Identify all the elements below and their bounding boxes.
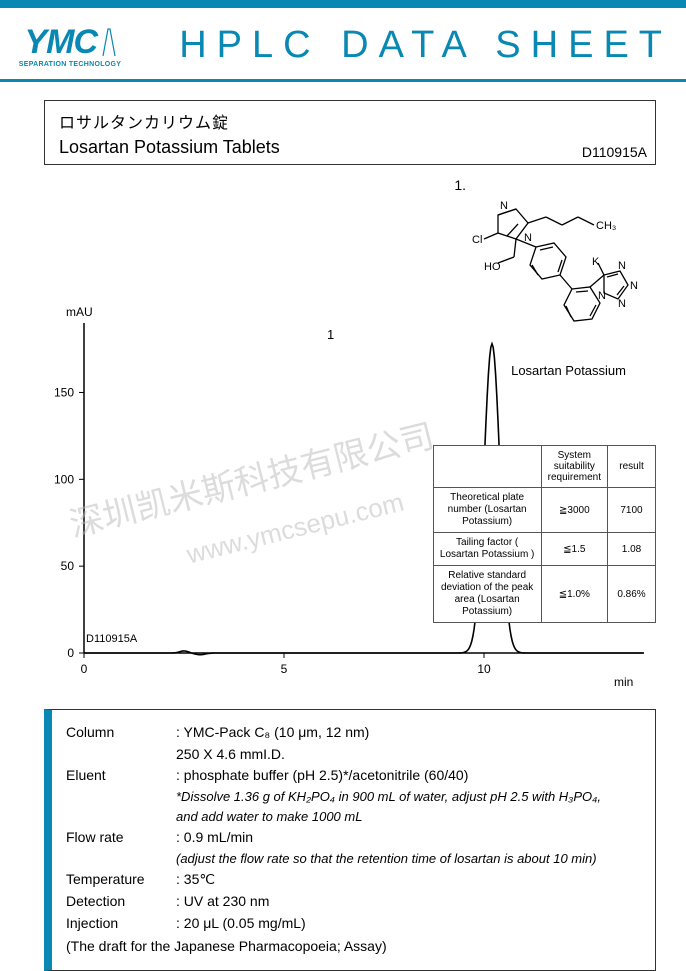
page-title: HPLC DATA SHEET [130, 24, 676, 67]
cond-note: *Dissolve 1.36 g of KH₂PO₄ in 900 mL of … [176, 787, 641, 807]
svg-text:0: 0 [81, 662, 88, 676]
cond-temperature: Temperature : 35℃ [66, 869, 641, 891]
cond-line: : YMC-Pack C₈ (10 μm, 12 nm) [176, 722, 641, 744]
logo: YMC [24, 23, 115, 59]
cond-label: Flow rate [66, 827, 176, 869]
table-row: Tailing factor ( Losartan Potassium ) ≦1… [433, 533, 655, 566]
svg-text:N: N [618, 260, 626, 272]
logo-block: YMC SEPARATION TECHNOLOGY [10, 23, 130, 68]
cond-line: 250 X 4.6 mmI.D. [176, 744, 641, 766]
conditions-box: Column : YMC-Pack C₈ (10 μm, 12 nm) 250 … [44, 709, 656, 971]
row-label: Theoretical plate number (Losartan Potas… [433, 488, 541, 533]
cond-footer: (The draft for the Japanese Pharmacopoei… [66, 936, 641, 958]
svg-text:0: 0 [67, 646, 74, 660]
header-blank [433, 446, 541, 488]
svg-text:Cl: Cl [472, 234, 482, 246]
compound-title-box: ロサルタンカリウム錠 Losartan Potassium Tablets D1… [44, 100, 656, 165]
row-res: 7100 [608, 488, 656, 533]
row-req: ≦1.0% [541, 566, 607, 623]
svg-text:N: N [598, 290, 606, 302]
cond-note: and add water to make 1000 mL [176, 807, 641, 827]
row-label: Relative standard deviation of the peak … [433, 566, 541, 623]
svg-text:HO: HO [484, 261, 501, 273]
title-japanese: ロサルタンカリウム錠 [59, 109, 641, 133]
header-result: result [608, 446, 656, 488]
row-res: 1.08 [608, 533, 656, 566]
cond-injection: Injection : 20 μL (0.05 mg/mL) [66, 913, 641, 935]
row-req: ≦1.5 [541, 533, 607, 566]
svg-text:N: N [500, 200, 508, 212]
svg-text:5: 5 [281, 662, 288, 676]
table-row: Relative standard deviation of the peak … [433, 566, 655, 623]
svg-text:150: 150 [54, 385, 74, 399]
svg-text:50: 50 [61, 559, 75, 573]
svg-text:N: N [630, 280, 638, 292]
svg-text:K: K [592, 256, 600, 268]
cond-value: : 0.9 mL/min (adjust the flow rate so th… [176, 827, 641, 869]
cond-label: Temperature [66, 869, 176, 891]
cond-label: Column [66, 722, 176, 765]
content-area: 1. [44, 173, 656, 697]
row-label: Tailing factor ( Losartan Potassium ) [433, 533, 541, 566]
cond-label: Eluent [66, 765, 176, 827]
svg-text:10: 10 [477, 662, 491, 676]
header: YMC SEPARATION TECHNOLOGY HPLC DATA SHEE… [0, 8, 686, 82]
svg-text:CH₃: CH₃ [596, 220, 616, 232]
cond-value: : YMC-Pack C₈ (10 μm, 12 nm) 250 X 4.6 m… [176, 722, 641, 765]
cond-eluent: Eluent : phosphate buffer (pH 2.5)*/acet… [66, 765, 641, 827]
logo-subtitle: SEPARATION TECHNOLOGY [19, 61, 122, 68]
header-requirement: System suitability requirement [541, 446, 607, 488]
cond-value: : 20 μL (0.05 mg/mL) [176, 913, 641, 935]
cond-label: Injection [66, 913, 176, 935]
table-header-row: System suitability requirement result [433, 446, 655, 488]
svg-text:100: 100 [54, 472, 74, 486]
cond-line: : 0.9 mL/min [176, 827, 641, 849]
cond-label: Detection [66, 891, 176, 913]
table-row: Theoretical plate number (Losartan Potas… [433, 488, 655, 533]
cond-note: (adjust the flow rate so that the retent… [176, 849, 641, 869]
cond-flowrate: Flow rate : 0.9 mL/min (adjust the flow … [66, 827, 641, 869]
suitability-table: System suitability requirement result Th… [433, 445, 656, 623]
cond-detection: Detection : UV at 230 nm [66, 891, 641, 913]
svg-text:N: N [524, 232, 532, 244]
document-id: D110915A [582, 144, 647, 160]
logo-text: YMC [24, 23, 97, 61]
cond-value: : phosphate buffer (pH 2.5)*/acetonitril… [176, 765, 641, 827]
row-res: 0.86% [608, 566, 656, 623]
cond-column: Column : YMC-Pack C₈ (10 μm, 12 nm) 250 … [66, 722, 641, 765]
logo-peak-icon [102, 27, 116, 57]
top-accent-bar [0, 0, 686, 8]
cond-line: : phosphate buffer (pH 2.5)*/acetonitril… [176, 765, 641, 787]
cond-value: : 35℃ [176, 869, 641, 891]
cond-value: : UV at 230 nm [176, 891, 641, 913]
row-req: ≧3000 [541, 488, 607, 533]
title-english: Losartan Potassium Tablets [59, 137, 641, 158]
